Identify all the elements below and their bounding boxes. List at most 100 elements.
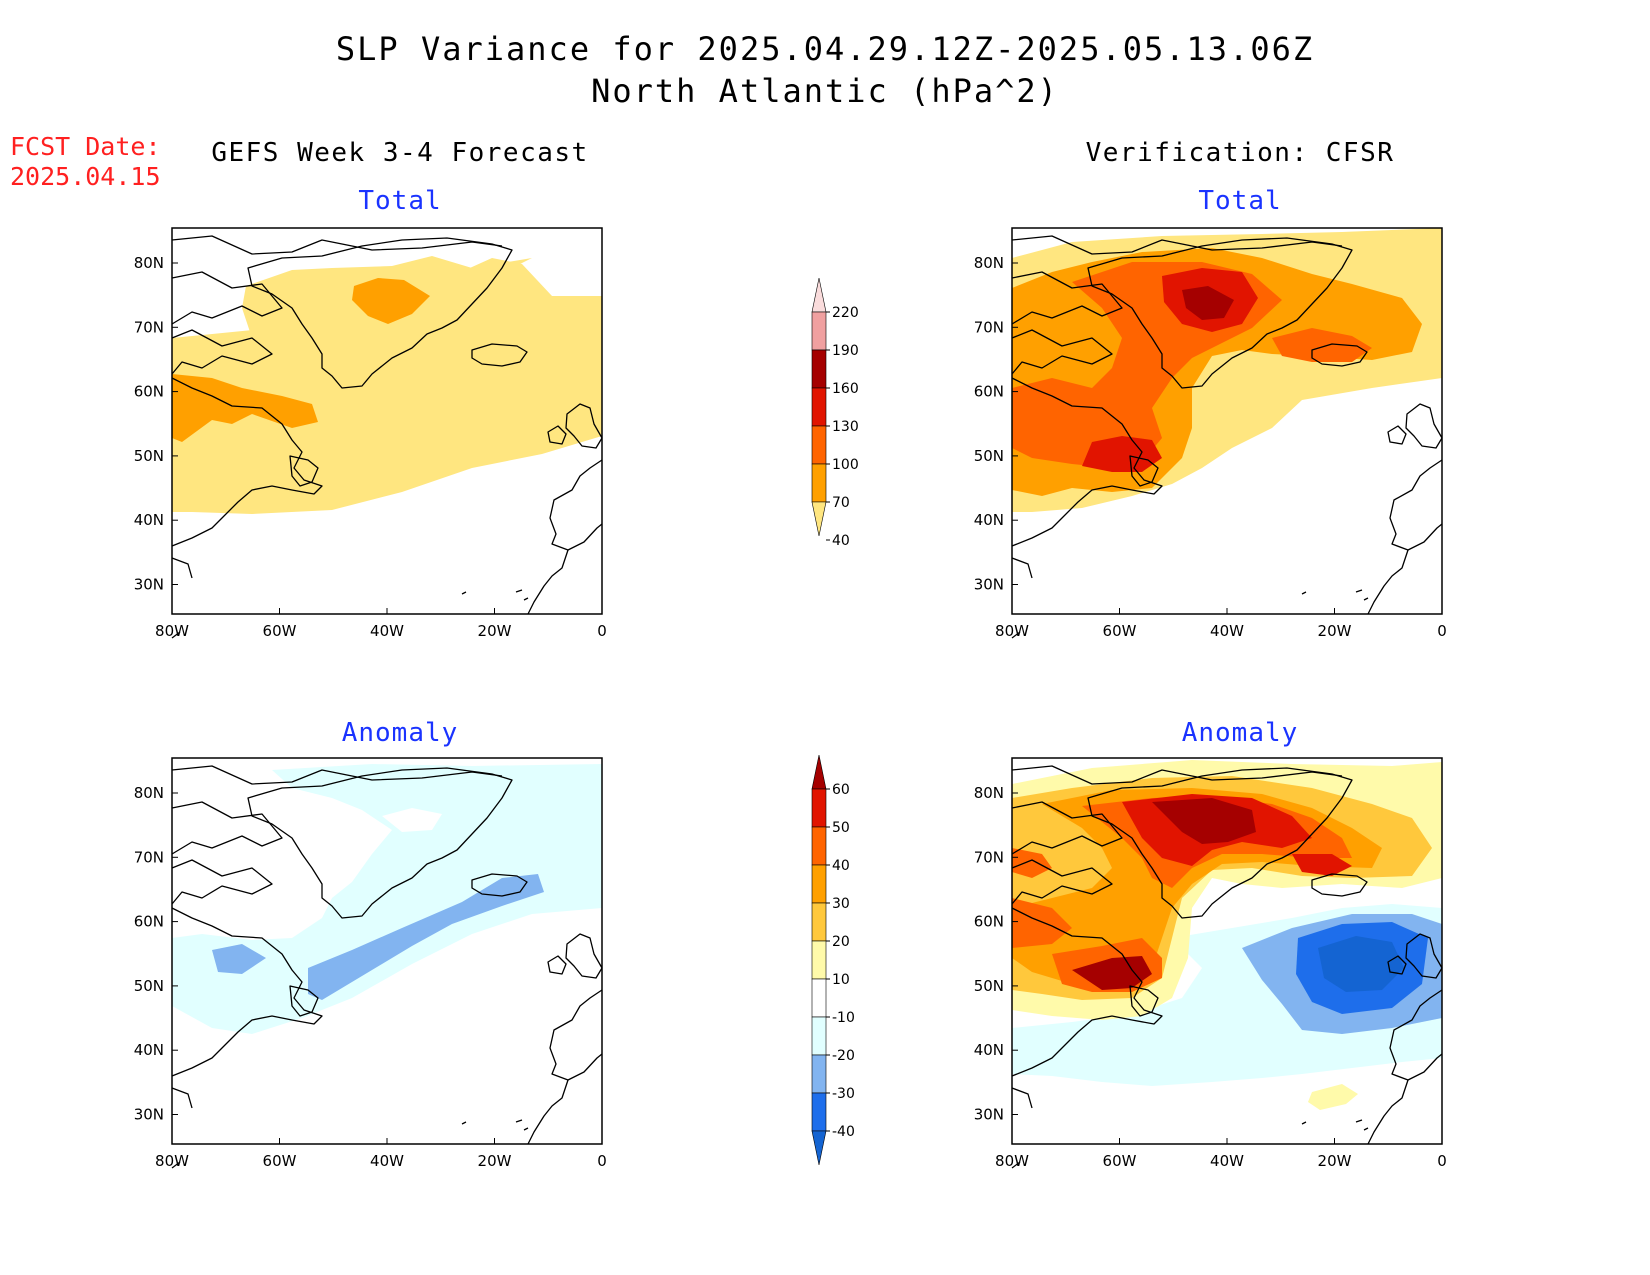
colorbar-level-label: 40 — [832, 858, 850, 874]
forecast-anomaly-map: 80W 60W 40W 20W 0 80N 70N 60N 50N 40N 30N — [134, 757, 607, 1170]
forecast-anomaly-axes: 80W 60W 40W 20W 0 80N 70N 60N 50N 40N 30N — [134, 784, 607, 1170]
subtitle: North Atlantic (hPa^2) — [591, 72, 1059, 110]
colorbar-segment — [811, 1054, 827, 1094]
colorbar-level-label: -20 — [832, 1048, 855, 1064]
lat-tick-label: 80N — [134, 254, 164, 272]
lat-tick-label: 40N — [134, 511, 164, 529]
lat-tick-label: 60N — [134, 913, 164, 931]
colorbar-level-label: 160 — [832, 381, 859, 397]
colorbar-level-label: 190 — [832, 343, 859, 359]
colorbar-segment — [811, 864, 827, 904]
colorbar-segment — [811, 978, 827, 1018]
lat-tick-label: 70N — [134, 318, 164, 336]
lon-tick-label: 60W — [263, 1152, 297, 1170]
lat-tick-label: 50N — [974, 447, 1004, 465]
lon-tick-label: 0 — [597, 622, 607, 640]
verification-total-map: 80W 60W 40W 20W 0 80N 70N 60N 50N 40N 30N — [974, 227, 1447, 640]
colorbar-segment — [811, 826, 827, 866]
lon-tick-label: 60W — [1103, 1152, 1137, 1170]
colorbar-level-label: 70 — [832, 495, 850, 511]
colorbar-segment — [811, 1130, 827, 1166]
lon-tick-label: 60W — [263, 622, 297, 640]
verification-total-title: Total — [1198, 186, 1282, 216]
lon-tick-label: 20W — [1318, 1152, 1352, 1170]
colorbar-segment — [811, 349, 827, 389]
lon-tick-label: 0 — [597, 1152, 607, 1170]
lat-tick-label: 70N — [974, 848, 1004, 866]
lat-tick-label: 30N — [134, 576, 164, 594]
lat-tick-label: 80N — [974, 784, 1004, 802]
lat-tick-label: 30N — [974, 1106, 1004, 1124]
lon-tick-label: 40W — [370, 1152, 404, 1170]
left-column-title: GEFS Week 3-4 Forecast — [211, 138, 589, 168]
lat-tick-label: 70N — [974, 318, 1004, 336]
colorbar-level-label: 50 — [832, 820, 850, 836]
colorbar-segment — [811, 755, 827, 790]
lat-tick-label: 60N — [134, 383, 164, 401]
lon-tick-label: 20W — [478, 622, 512, 640]
colorbar-segment — [811, 463, 827, 503]
lon-tick-label: 0 — [1437, 1152, 1447, 1170]
main-title: SLP Variance for 2025.04.29.12Z-2025.05.… — [335, 30, 1315, 68]
lat-tick-label: 30N — [134, 1106, 164, 1124]
colorbar-segment — [811, 387, 827, 427]
lat-tick-label: 60N — [974, 383, 1004, 401]
colorbar-segment — [811, 501, 827, 537]
verification-total-contours — [1012, 228, 1442, 512]
forecast-anomaly-contours — [172, 764, 602, 1034]
colorbar-level-label: 100 — [832, 457, 859, 473]
colorbar-level-label: -40 — [832, 1124, 855, 1140]
colorbar-segment — [811, 940, 827, 980]
lon-tick-label: 40W — [370, 622, 404, 640]
forecast-anomaly-title: Anomaly — [341, 718, 459, 748]
lon-tick-label: 60W — [1103, 622, 1137, 640]
colorbar-segment — [811, 278, 827, 313]
verification-total-axes: 80W 60W 40W 20W 0 80N 70N 60N 50N 40N 30N — [974, 254, 1447, 640]
colorbar-segment — [811, 311, 827, 351]
fcst-date-label: FCST Date: — [10, 132, 161, 161]
colorbar-level-label: 20 — [832, 934, 850, 950]
fcst-date-value: 2025.04.15 — [10, 162, 161, 191]
lon-tick-label: 20W — [478, 1152, 512, 1170]
forecast-total-map: 80W 60W 40W 20W 0 80N 70N 60N 50N 40N 30N — [134, 227, 607, 640]
forecast-total-contours — [172, 256, 602, 514]
lat-tick-label: 40N — [974, 1041, 1004, 1059]
colorbar-level-label: 130 — [832, 419, 859, 435]
colorbar-level-label: 10 — [832, 972, 850, 988]
colorbar-level-label: 220 — [832, 305, 859, 321]
lat-tick-label: 30N — [974, 576, 1004, 594]
verification-anomaly-title: Anomaly — [1181, 718, 1299, 748]
colorbar-level-label: 60 — [832, 782, 850, 798]
colorbar-segment — [811, 1092, 827, 1132]
lon-tick-label: 80W — [155, 1152, 189, 1170]
lat-tick-label: 50N — [974, 977, 1004, 995]
colorbar-level-label: 40 — [832, 533, 850, 549]
lat-tick-label: 80N — [134, 784, 164, 802]
lat-tick-label: 60N — [974, 913, 1004, 931]
colorbar-level-label: 30 — [832, 896, 850, 912]
lon-tick-label: 0 — [1437, 622, 1447, 640]
lat-tick-label: 70N — [134, 848, 164, 866]
lon-tick-label: 80W — [995, 1152, 1029, 1170]
colorbar-segment — [811, 1016, 827, 1056]
lat-tick-label: 80N — [974, 254, 1004, 272]
colorbar-segment — [811, 902, 827, 942]
lat-tick-label: 40N — [974, 511, 1004, 529]
right-column-title: Verification: CFSR — [1085, 138, 1395, 168]
lat-tick-label: 50N — [134, 447, 164, 465]
colorbar-anomaly: 60 50 40 30 20 10 -10 -20 -30 -40 — [811, 755, 855, 1166]
forecast-total-axes: 80W 60W 40W 20W 0 80N 70N 60N 50N 40N 30N — [134, 254, 607, 640]
lat-tick-label: 40N — [134, 1041, 164, 1059]
forecast-total-title: Total — [358, 186, 442, 216]
colorbar-level-label: -30 — [832, 1086, 855, 1102]
verification-anomaly-map: 80W 60W 40W 20W 0 80N 70N 60N 50N 40N 30N — [974, 757, 1447, 1170]
colorbar-segment — [811, 788, 827, 828]
colorbar-total: 220 190 160 130 100 70 40 — [811, 278, 859, 549]
lon-tick-label: 40W — [1210, 1152, 1244, 1170]
lon-tick-label: 80W — [155, 622, 189, 640]
lat-tick-label: 50N — [134, 977, 164, 995]
lon-tick-label: 20W — [1318, 622, 1352, 640]
lon-tick-label: 40W — [1210, 622, 1244, 640]
verification-anomaly-contours — [1012, 760, 1442, 1110]
verification-anomaly-axes: 80W 60W 40W 20W 0 80N 70N 60N 50N 40N 30N — [974, 784, 1447, 1170]
